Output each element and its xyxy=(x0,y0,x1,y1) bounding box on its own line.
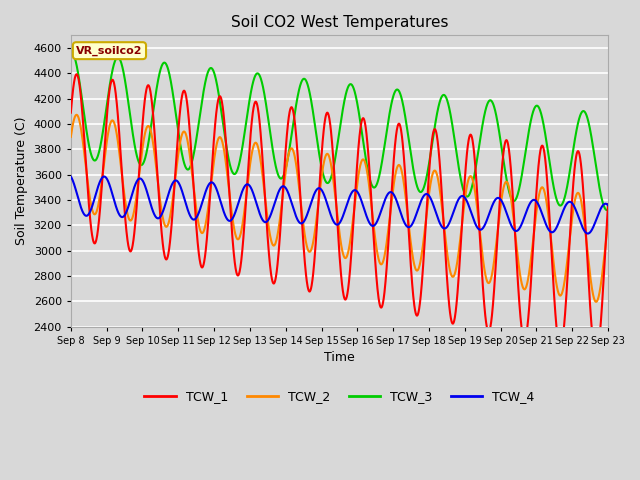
TCW_4 xyxy=(490,199,498,204)
TCW_2 xyxy=(314,203,322,209)
TCW_3 xyxy=(67,49,75,55)
TCW_3 xyxy=(328,170,336,176)
TCW_3 xyxy=(68,49,76,55)
TCW_3 xyxy=(589,141,596,146)
TCW_1 xyxy=(314,204,322,210)
Line: TCW_2: TCW_2 xyxy=(71,115,608,302)
Title: Soil CO2 West Temperatures: Soil CO2 West Temperatures xyxy=(230,15,448,30)
TCW_4 xyxy=(584,231,592,237)
TCW_1 xyxy=(72,72,80,77)
TCW_3 xyxy=(95,151,102,156)
Line: TCW_4: TCW_4 xyxy=(71,177,608,234)
TCW_4 xyxy=(589,225,597,230)
TCW_4 xyxy=(589,225,596,231)
TCW_1 xyxy=(490,287,498,293)
TCW_4 xyxy=(314,186,322,192)
Line: TCW_3: TCW_3 xyxy=(71,52,608,210)
TCW_1 xyxy=(589,334,596,339)
TCW_3 xyxy=(490,104,498,109)
TCW_2 xyxy=(589,288,596,294)
X-axis label: Time: Time xyxy=(324,351,355,364)
TCW_3 xyxy=(589,142,596,148)
TCW_2 xyxy=(604,220,612,226)
Y-axis label: Soil Temperature (C): Soil Temperature (C) xyxy=(15,117,28,245)
TCW_4 xyxy=(604,203,612,208)
TCW_2 xyxy=(589,290,596,296)
TCW_2 xyxy=(592,299,600,305)
TCW_4 xyxy=(100,174,108,180)
TCW_1 xyxy=(592,353,600,359)
TCW_1 xyxy=(95,222,102,228)
TCW_3 xyxy=(314,144,322,150)
TCW_2 xyxy=(67,134,75,140)
TCW_2 xyxy=(490,258,498,264)
Line: TCW_1: TCW_1 xyxy=(71,74,608,356)
TCW_4 xyxy=(328,216,336,222)
TCW_1 xyxy=(589,336,596,342)
TCW_1 xyxy=(604,201,612,207)
Text: VR_soilco2: VR_soilco2 xyxy=(76,46,143,56)
TCW_4 xyxy=(67,174,75,180)
TCW_1 xyxy=(328,143,336,149)
TCW_3 xyxy=(604,206,612,212)
TCW_2 xyxy=(72,112,80,118)
TCW_3 xyxy=(603,207,611,213)
TCW_1 xyxy=(67,110,75,116)
TCW_4 xyxy=(95,183,102,189)
TCW_2 xyxy=(95,201,102,207)
TCW_2 xyxy=(328,170,336,176)
Legend: TCW_1, TCW_2, TCW_3, TCW_4: TCW_1, TCW_2, TCW_3, TCW_4 xyxy=(140,385,540,408)
